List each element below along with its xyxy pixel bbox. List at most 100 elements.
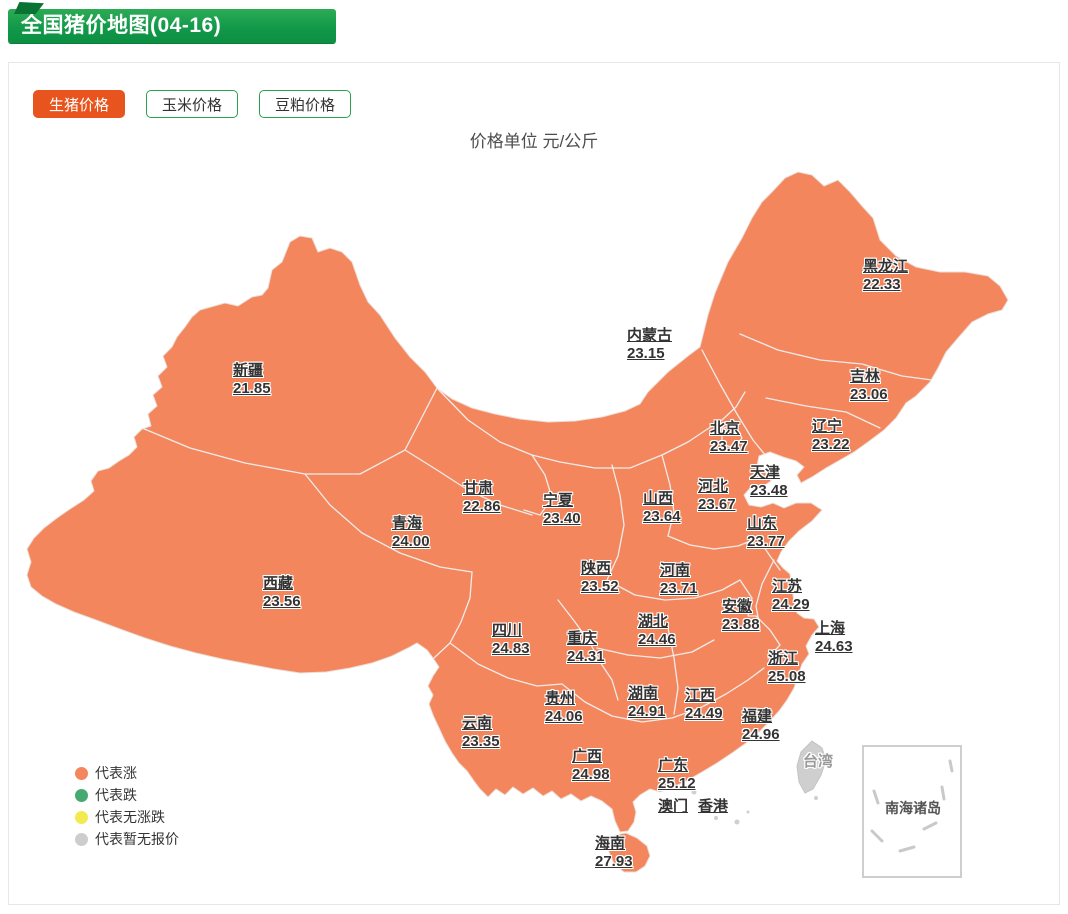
province-label-北京[interactable]: 北京 23.47: [710, 420, 748, 456]
province-price[interactable]: 24.31: [567, 648, 605, 665]
province-price[interactable]: 23.56: [263, 593, 301, 610]
province-price[interactable]: 24.46: [638, 631, 676, 648]
province-label-辽宁[interactable]: 辽宁 23.22: [812, 418, 850, 454]
province-price[interactable]: 24.29: [772, 596, 810, 613]
province-price[interactable]: 23.88: [722, 616, 760, 633]
province-label-天津[interactable]: 天津 23.48: [750, 464, 788, 500]
province-label-安徽[interactable]: 安徽 23.88: [722, 598, 760, 634]
province-label-重庆[interactable]: 重庆 24.31: [567, 630, 605, 666]
province-name[interactable]: 黑龙江: [863, 258, 909, 275]
province-name[interactable]: 浙江: [768, 650, 799, 667]
province-name[interactable]: 山西: [643, 490, 674, 507]
province-label-陕西[interactable]: 陕西 23.52: [581, 560, 619, 596]
province-name[interactable]: 福建: [742, 708, 773, 725]
tab-豆粕价格[interactable]: 豆粕价格: [259, 90, 352, 118]
province-price[interactable]: 24.83: [492, 640, 530, 657]
province-price[interactable]: 25.08: [768, 668, 806, 685]
province-price[interactable]: 24.98: [572, 766, 610, 783]
province-name[interactable]: 重庆: [567, 630, 598, 647]
province-label-宁夏[interactable]: 宁夏 23.40: [543, 492, 581, 528]
province-label-广东[interactable]: 广东 25.12: [658, 757, 696, 793]
province-name[interactable]: 甘肃: [463, 480, 494, 497]
province-label-江西[interactable]: 江西 24.49: [685, 687, 723, 723]
province-name[interactable]: 山东: [747, 515, 778, 532]
province-price[interactable]: 21.85: [233, 380, 271, 397]
province-price[interactable]: 23.47: [710, 438, 748, 455]
province-label-内蒙古[interactable]: 内蒙古 23.15: [627, 327, 672, 363]
province-name[interactable]: 西藏: [263, 575, 294, 592]
province-name[interactable]: 新疆: [233, 362, 264, 379]
province-label-四川[interactable]: 四川 24.83: [492, 622, 530, 658]
province-name[interactable]: 云南: [462, 715, 493, 732]
province-label-西藏[interactable]: 西藏 23.56: [263, 575, 301, 611]
province-name[interactable]: 广东: [658, 757, 689, 774]
province-name[interactable]: 青海: [392, 515, 423, 532]
province-price[interactable]: 23.67: [698, 496, 736, 513]
province-label-海南[interactable]: 海南 27.93: [595, 835, 633, 871]
province-label-云南[interactable]: 云南 23.35: [462, 715, 500, 751]
province-price[interactable]: 23.71: [660, 580, 698, 597]
province-price[interactable]: 24.06: [545, 708, 583, 725]
province-label-湖北[interactable]: 湖北 24.46: [638, 613, 676, 649]
province-price[interactable]: 25.12: [658, 775, 696, 792]
province-price[interactable]: 22.86: [463, 498, 501, 515]
province-price[interactable]: 24.96: [742, 726, 780, 743]
province-label-贵州[interactable]: 贵州 24.06: [545, 690, 583, 726]
province-name[interactable]: 江西: [685, 687, 716, 704]
province-label-新疆[interactable]: 新疆 21.85: [233, 362, 271, 398]
province-price[interactable]: 23.48: [750, 482, 788, 499]
province-name[interactable]: 天津: [750, 464, 781, 481]
province-price[interactable]: 24.49: [685, 705, 723, 722]
province-name[interactable]: 广西: [572, 748, 603, 765]
taiwan-region[interactable]: [796, 740, 827, 794]
province-price[interactable]: 23.35: [462, 733, 500, 750]
province-price[interactable]: 23.06: [850, 386, 888, 403]
province-name[interactable]: 贵州: [545, 690, 576, 707]
province-name[interactable]: 北京: [710, 420, 741, 437]
province-name[interactable]: 湖北: [638, 613, 669, 630]
province-name[interactable]: 江苏: [772, 578, 803, 595]
province-name[interactable]: 安徽: [722, 598, 753, 615]
province-name[interactable]: 湖南: [628, 685, 659, 702]
province-name[interactable]: 河南: [660, 562, 691, 579]
province-name[interactable]: 辽宁: [812, 418, 843, 435]
province-price[interactable]: 22.33: [863, 276, 901, 293]
province-label-甘肃[interactable]: 甘肃 22.86: [463, 480, 501, 516]
province-name[interactable]: 上海: [815, 620, 846, 637]
region-label-澳门[interactable]: 澳门: [658, 798, 689, 815]
province-price[interactable]: 23.77: [747, 533, 785, 550]
province-name[interactable]: 四川: [492, 622, 523, 639]
province-name[interactable]: 海南: [595, 835, 626, 852]
province-name[interactable]: 陕西: [581, 560, 612, 577]
tab-生猪价格[interactable]: 生猪价格: [33, 90, 126, 118]
mainland-china-region[interactable]: [26, 171, 1009, 833]
province-label-黑龙江[interactable]: 黑龙江 22.33: [863, 258, 908, 294]
province-name[interactable]: 宁夏: [543, 492, 574, 509]
province-price[interactable]: 23.64: [643, 508, 681, 525]
province-price[interactable]: 23.52: [581, 578, 619, 595]
province-label-河南[interactable]: 河南 23.71: [660, 562, 698, 598]
hainan-region[interactable]: [608, 832, 651, 873]
province-label-山西[interactable]: 山西 23.64: [643, 490, 681, 526]
province-price[interactable]: 23.40: [543, 510, 581, 527]
province-price[interactable]: 23.15: [627, 345, 665, 362]
province-price[interactable]: 24.63: [815, 638, 853, 655]
province-name[interactable]: 吉林: [850, 368, 881, 385]
province-label-湖南[interactable]: 湖南 24.91: [628, 685, 666, 721]
province-label-江苏[interactable]: 江苏 24.29: [772, 578, 810, 614]
province-price[interactable]: 23.22: [812, 436, 850, 453]
province-price[interactable]: 24.91: [628, 703, 666, 720]
tab-玉米价格[interactable]: 玉米价格: [146, 90, 239, 118]
province-label-福建[interactable]: 福建 24.96: [742, 708, 780, 744]
province-price[interactable]: 24.00: [392, 533, 430, 550]
province-label-上海[interactable]: 上海 24.63: [815, 620, 853, 656]
province-label-河北[interactable]: 河北 23.67: [698, 478, 736, 514]
region-label-香港[interactable]: 香港: [698, 798, 729, 815]
province-price[interactable]: 27.93: [595, 853, 633, 870]
province-label-浙江[interactable]: 浙江 25.08: [768, 650, 806, 686]
province-label-广西[interactable]: 广西 24.98: [572, 748, 610, 784]
province-label-山东[interactable]: 山东 23.77: [747, 515, 785, 551]
province-name[interactable]: 内蒙古: [627, 327, 673, 344]
province-name[interactable]: 河北: [698, 478, 729, 495]
province-label-青海[interactable]: 青海 24.00: [392, 515, 430, 551]
